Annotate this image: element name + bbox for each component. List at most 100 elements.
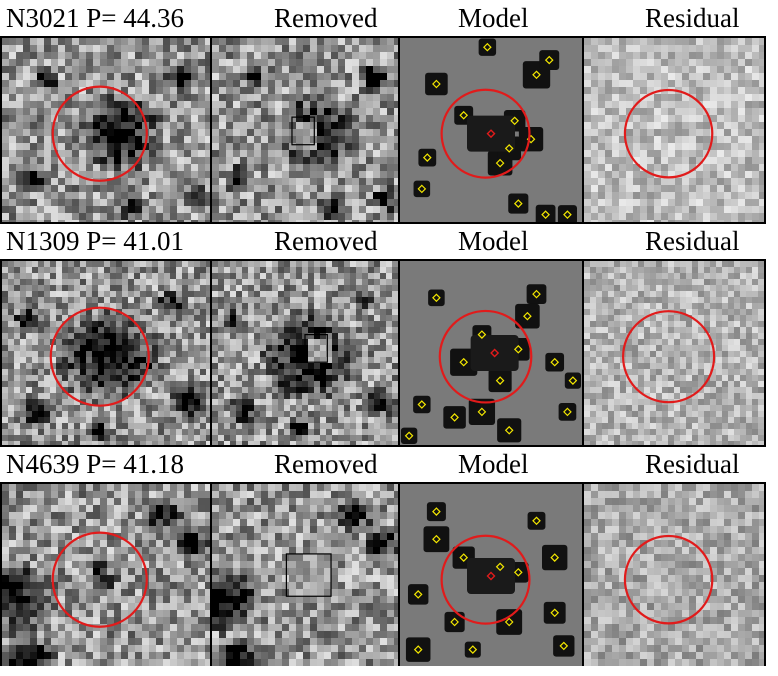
source-marker bbox=[504, 617, 514, 627]
source-marker bbox=[523, 311, 532, 321]
source-marker bbox=[495, 376, 505, 385]
removed-image-panel bbox=[212, 484, 398, 668]
removal-box bbox=[291, 116, 315, 146]
residual-image-panel bbox=[584, 38, 764, 222]
source-marker bbox=[413, 590, 423, 599]
source-marker bbox=[477, 407, 487, 417]
model-column-label: Model bbox=[458, 3, 529, 33]
residual-image bbox=[584, 261, 764, 445]
source-marker bbox=[504, 144, 514, 153]
residual-column-label: Residual bbox=[645, 3, 740, 33]
cutout-row-3: N4639 P= 41.18 Removed Model Residual bbox=[0, 446, 778, 670]
removed-column-label: Removed bbox=[274, 3, 378, 33]
panel-divider bbox=[582, 261, 584, 445]
source-marker bbox=[450, 617, 459, 627]
galaxy-id-label: N3021 P= 44.36 bbox=[6, 3, 184, 33]
panel-divider bbox=[582, 38, 584, 222]
source-marker bbox=[568, 376, 578, 385]
image-strip bbox=[0, 259, 766, 447]
original-image bbox=[2, 261, 210, 445]
target-marker bbox=[490, 348, 500, 358]
panel-divider bbox=[210, 261, 212, 445]
source-marker bbox=[563, 210, 572, 219]
page-bottom-margin bbox=[0, 666, 778, 676]
source-marker bbox=[550, 357, 560, 367]
model-image bbox=[400, 484, 582, 668]
aperture-circle bbox=[623, 88, 714, 179]
residual-image bbox=[584, 484, 764, 668]
row-labels: N3021 P= 44.36 Removed Model Residual bbox=[0, 0, 778, 36]
source-marker bbox=[483, 42, 492, 52]
source-marker bbox=[459, 110, 469, 120]
panel-divider bbox=[398, 261, 400, 445]
aperture-circle bbox=[440, 88, 531, 179]
aperture-circle bbox=[623, 534, 714, 625]
source-marker bbox=[532, 516, 541, 526]
original-image-panel bbox=[2, 484, 210, 668]
source-marker bbox=[513, 199, 523, 208]
source-marker bbox=[495, 158, 505, 168]
panel-divider bbox=[398, 484, 400, 668]
target-marker bbox=[486, 129, 496, 139]
panel-divider bbox=[398, 38, 400, 222]
source-marker bbox=[450, 413, 459, 422]
model-image bbox=[400, 38, 582, 222]
source-marker bbox=[550, 608, 560, 618]
cutout-row-2: N1309 P= 41.01 Removed Model Residual bbox=[0, 223, 778, 447]
removed-image bbox=[212, 38, 398, 222]
source-marker bbox=[432, 293, 441, 303]
source-marker bbox=[422, 153, 432, 162]
source-marker bbox=[510, 116, 520, 126]
model-column-label: Model bbox=[458, 226, 529, 256]
source-marker bbox=[532, 70, 541, 80]
target-marker bbox=[486, 571, 496, 581]
removed-image-panel bbox=[212, 261, 398, 445]
removed-column-label: Removed bbox=[274, 226, 378, 256]
source-marker bbox=[541, 210, 550, 219]
removal-box bbox=[304, 333, 328, 363]
residual-image-panel bbox=[584, 261, 764, 445]
cutout-row-1: N3021 P= 44.36 Removed Model Residual bbox=[0, 0, 778, 224]
source-marker bbox=[417, 400, 427, 409]
model-image-panel bbox=[400, 38, 582, 222]
source-marker bbox=[550, 553, 560, 562]
residual-column-label: Residual bbox=[645, 449, 740, 479]
removed-image bbox=[212, 484, 398, 668]
removed-image bbox=[212, 261, 398, 445]
source-marker bbox=[544, 55, 554, 65]
image-strip bbox=[0, 482, 766, 670]
source-marker bbox=[417, 184, 427, 194]
model-image-panel bbox=[400, 261, 582, 445]
original-image bbox=[2, 38, 210, 222]
row-labels: N1309 P= 41.01 Removed Model Residual bbox=[0, 223, 778, 259]
source-marker bbox=[404, 431, 414, 441]
source-marker bbox=[432, 79, 441, 89]
aperture-circle bbox=[438, 309, 533, 404]
source-marker bbox=[563, 407, 572, 417]
aperture-circle bbox=[440, 534, 531, 625]
aperture-circle bbox=[621, 310, 716, 404]
model-image bbox=[400, 261, 582, 445]
source-marker bbox=[513, 567, 523, 577]
model-column-label: Model bbox=[458, 449, 529, 479]
source-marker bbox=[459, 553, 469, 562]
aperture-circle bbox=[49, 306, 150, 407]
aperture-circle bbox=[51, 85, 148, 182]
original-image-panel bbox=[2, 38, 210, 222]
galaxy-id-label: N4639 P= 41.18 bbox=[6, 449, 184, 479]
source-marker bbox=[504, 425, 514, 435]
source-marker bbox=[459, 357, 469, 367]
galaxy-id-label: N1309 P= 41.01 bbox=[6, 226, 184, 256]
removed-image-panel bbox=[212, 38, 398, 222]
residual-image-panel bbox=[584, 484, 764, 668]
row-labels: N4639 P= 41.18 Removed Model Residual bbox=[0, 446, 778, 482]
source-marker bbox=[513, 344, 523, 354]
panel-divider bbox=[210, 484, 212, 668]
panel-divider bbox=[210, 38, 212, 222]
aperture-circle bbox=[51, 531, 148, 628]
panel-divider bbox=[582, 484, 584, 668]
removal-box bbox=[285, 553, 332, 597]
source-marker bbox=[495, 562, 505, 572]
residual-column-label: Residual bbox=[645, 226, 740, 256]
source-marker bbox=[559, 641, 569, 651]
